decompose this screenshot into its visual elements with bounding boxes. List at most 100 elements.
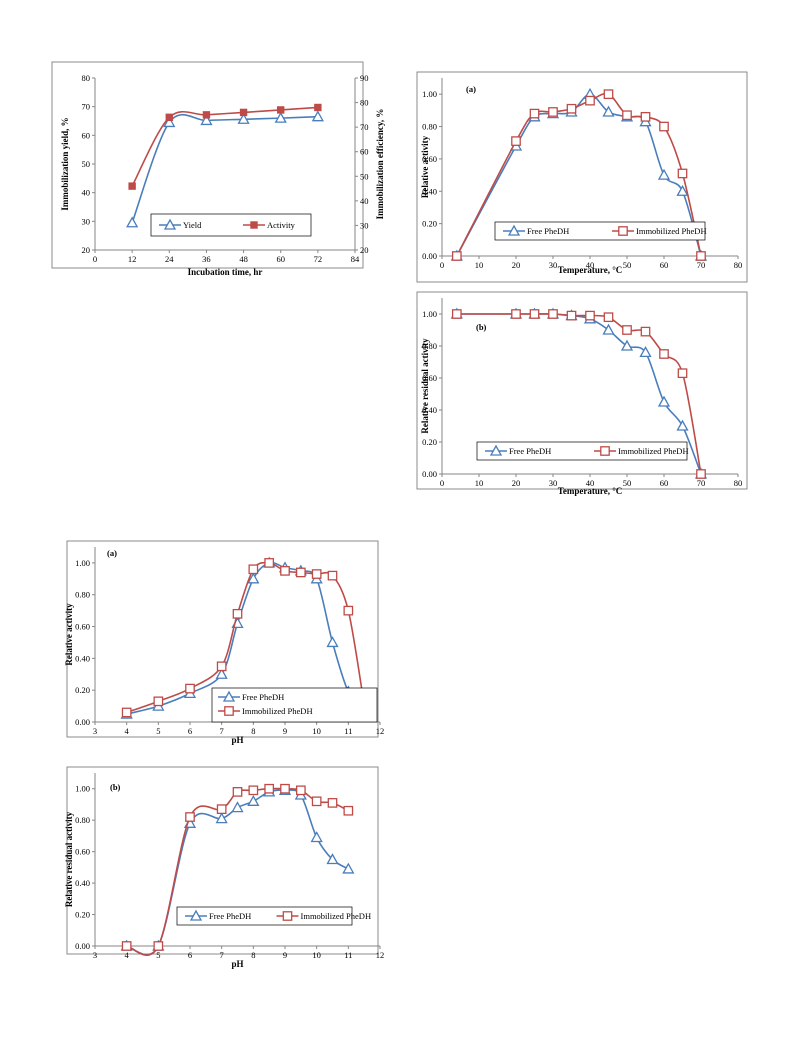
x-tick-label: 48 — [239, 254, 248, 264]
x-tick-label: 60 — [276, 254, 285, 264]
chart-frame — [416, 71, 748, 283]
legend-box — [476, 441, 688, 461]
legend-marker — [282, 911, 293, 921]
x-axis-label: Incubation time, hr — [188, 267, 263, 277]
y2-tick-label: 30 — [360, 220, 369, 230]
data-point — [295, 567, 306, 578]
x-tick-label: 50 — [623, 260, 632, 270]
data-point — [620, 339, 634, 351]
legend-label: Immobilized PheDH — [242, 706, 313, 716]
x-tick-label: 20 — [512, 478, 521, 488]
data-point — [603, 312, 614, 323]
legend-marker — [600, 446, 610, 456]
y2-tick-label: 70 — [360, 122, 369, 132]
data-point — [264, 783, 275, 794]
x-tick-label: 5 — [156, 950, 160, 960]
data-point — [128, 182, 136, 190]
x-tick-label: 8 — [251, 950, 255, 960]
chart-3: 3 4 5 6 7 8 9 10 11 12 0.00 0.20 0.40 0.60 0.80 1.00 pH R… — [64, 540, 384, 745]
y-tick-label: 0.00 — [75, 941, 90, 951]
x-tick-label: 0 — [440, 478, 444, 488]
data-point — [200, 114, 213, 126]
legend-label: Free PheDH — [527, 226, 569, 236]
chart-frame — [51, 61, 364, 269]
x-tick-label: 6 — [188, 726, 192, 736]
y-tick-label: 50 — [82, 159, 91, 169]
x-tick-label: 7 — [220, 950, 224, 960]
y2-tick-label: 60 — [360, 147, 369, 157]
y-axis-label: Relative activity — [420, 135, 430, 198]
data-point — [327, 798, 338, 808]
x-tick-label: 60 — [660, 478, 669, 488]
series-0 — [126, 110, 324, 228]
data-point — [153, 696, 164, 707]
panel-label: (a) — [107, 548, 117, 558]
x-tick-label: 24 — [165, 254, 174, 264]
x-axis-label: Temperature, °C — [558, 486, 623, 496]
x-tick-label: 9 — [283, 726, 287, 736]
x-tick-label: 30 — [549, 260, 558, 270]
data-point — [566, 310, 577, 321]
y-tick-label: 0.80 — [422, 122, 437, 132]
data-point — [657, 168, 671, 180]
data-point — [327, 570, 338, 581]
data-point — [280, 783, 290, 794]
data-point — [342, 862, 355, 874]
legend: Free PheDH Immobilized PheDH — [176, 906, 371, 926]
data-point — [163, 116, 176, 128]
data-point — [529, 309, 540, 319]
y-tick-label: 0.60 — [75, 847, 90, 857]
x-tick-label: 40 — [586, 478, 595, 488]
data-point — [280, 566, 290, 576]
legend-marker — [507, 224, 521, 236]
data-point — [310, 831, 323, 843]
x-tick-label: 7 — [220, 726, 224, 736]
chart-2: 0 10 20 30 40 50 60 70 80 0.00 0.20 0.40 0.60 0.80 1.0… — [416, 291, 748, 496]
series-1 — [128, 103, 322, 190]
data-point — [676, 419, 689, 431]
x-tick-label: 3 — [93, 726, 97, 736]
x-tick-label: 10 — [312, 726, 321, 736]
y-axis-label: Relative activity — [64, 603, 74, 666]
series-1 — [451, 89, 706, 261]
x-tick-label: 11 — [344, 726, 352, 736]
legend-marker — [189, 909, 203, 921]
x-tick-label: 10 — [475, 478, 484, 488]
x-tick-label: 4 — [125, 950, 130, 960]
y-tick-label: 60 — [82, 130, 91, 140]
legend-box — [150, 213, 312, 237]
data-point — [657, 395, 671, 407]
y-tick-label: 1.00 — [422, 309, 437, 319]
x-tick-label: 40 — [586, 260, 595, 270]
data-point — [602, 323, 615, 335]
y-tick-label: 1.00 — [75, 558, 90, 568]
x-tick-label: 50 — [623, 478, 632, 488]
data-point — [585, 310, 595, 321]
x-tick-label: 0 — [440, 260, 444, 270]
x-axis-label: pH — [231, 735, 243, 745]
panel-label: (a) — [466, 84, 476, 94]
x-tick-label: 5 — [156, 726, 160, 736]
data-point — [295, 785, 306, 796]
data-point — [696, 469, 706, 479]
data-point — [215, 667, 228, 679]
data-point — [314, 103, 322, 112]
x-tick-label: 80 — [734, 260, 743, 270]
y-tick-label: 0.40 — [75, 653, 90, 663]
data-point — [232, 608, 243, 619]
legend-label: Activity — [267, 220, 296, 230]
y-tick-label: 0.80 — [75, 815, 90, 825]
x-axis-label: pH — [231, 959, 243, 969]
data-point — [622, 110, 632, 121]
y-tick-label: 0.80 — [75, 590, 90, 600]
data-point — [277, 106, 285, 114]
data-point — [548, 107, 558, 117]
y-tick-label: 0.20 — [422, 437, 437, 447]
data-point — [247, 572, 260, 584]
data-point — [215, 812, 228, 824]
x-tick-label: 70 — [697, 478, 706, 488]
legend-label: Free PheDH — [209, 911, 251, 921]
data-point — [640, 326, 651, 337]
x-axis-label: Temperature, °C — [558, 265, 623, 275]
